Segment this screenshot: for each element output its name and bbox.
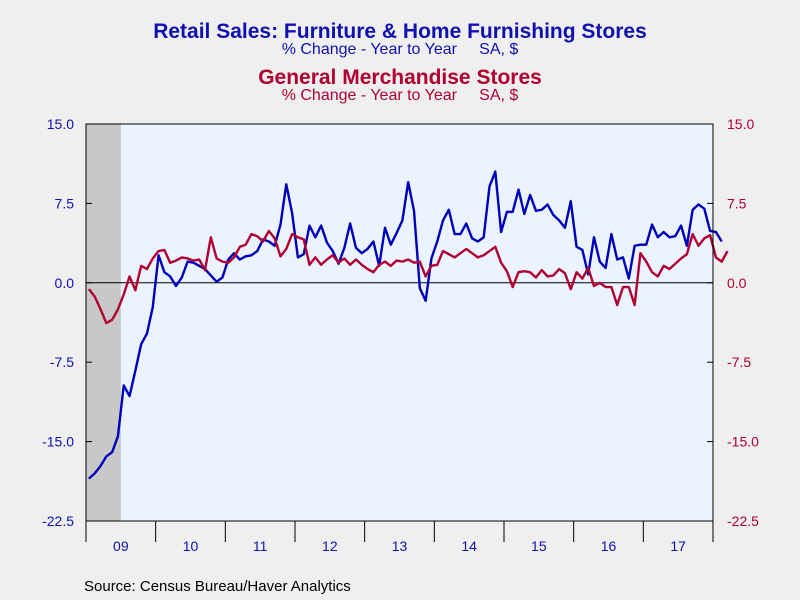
- y-axes: 15.0 7.5 0.0 -7.5 -15.0 -22.5 15.0 7.5 0.0 -7.5 -1…: [42, 116, 759, 529]
- y-tick-label-right: 0.0: [727, 275, 747, 291]
- series-line-furniture: [88, 170, 723, 480]
- y-tick-label-right: -15.0: [727, 434, 759, 450]
- x-tick-label: 17: [670, 538, 686, 554]
- y-tick-label-left: -7.5: [50, 354, 74, 370]
- plot-border: [85, 123, 714, 522]
- chart-subtitle-2: % Change - Year to Year SA, $: [281, 87, 519, 104]
- chart-subtitle-1: % Change - Year to Year SA, $: [281, 41, 519, 58]
- x-tick-label: 13: [392, 538, 408, 554]
- y-tick-label-left: 7.5: [55, 195, 75, 211]
- plot-area: [86, 124, 713, 521]
- source-note: Source: Census Bureau/Haver Analytics: [84, 578, 351, 595]
- x-tick-label: 15: [531, 538, 547, 554]
- y-tick-label-left: -22.5: [42, 513, 74, 529]
- series-line-general-merchandise: [87, 229, 729, 325]
- x-tick-label: 14: [461, 538, 477, 554]
- y-tick-label-left: -15.0: [42, 434, 74, 450]
- x-tick-label: 09: [113, 538, 129, 554]
- y-tick-label-right: 15.0: [727, 116, 754, 132]
- y-tick-label-left: 15.0: [47, 116, 74, 132]
- chart-title-2: General Merchandise Stores: [258, 66, 542, 89]
- y-tick-label-right: -22.5: [727, 513, 759, 529]
- chart-title-1: Retail Sales: Furniture & Home Furnishin…: [153, 20, 647, 43]
- x-tick-label: 10: [183, 538, 199, 554]
- series-lines: [87, 170, 729, 480]
- x-tick-label: 11: [253, 538, 268, 554]
- y-tick-label-right: -7.5: [727, 354, 751, 370]
- x-axis: 09 10 11 12 13 14 15 16 17: [113, 521, 686, 554]
- y-tick-label-right: 7.5: [727, 195, 747, 211]
- recession-shading: [86, 124, 121, 521]
- y-tick-label-left: 0.0: [55, 275, 75, 291]
- x-tick-label: 16: [601, 538, 617, 554]
- recession-band: [86, 124, 121, 521]
- x-tick-label: 12: [322, 538, 338, 554]
